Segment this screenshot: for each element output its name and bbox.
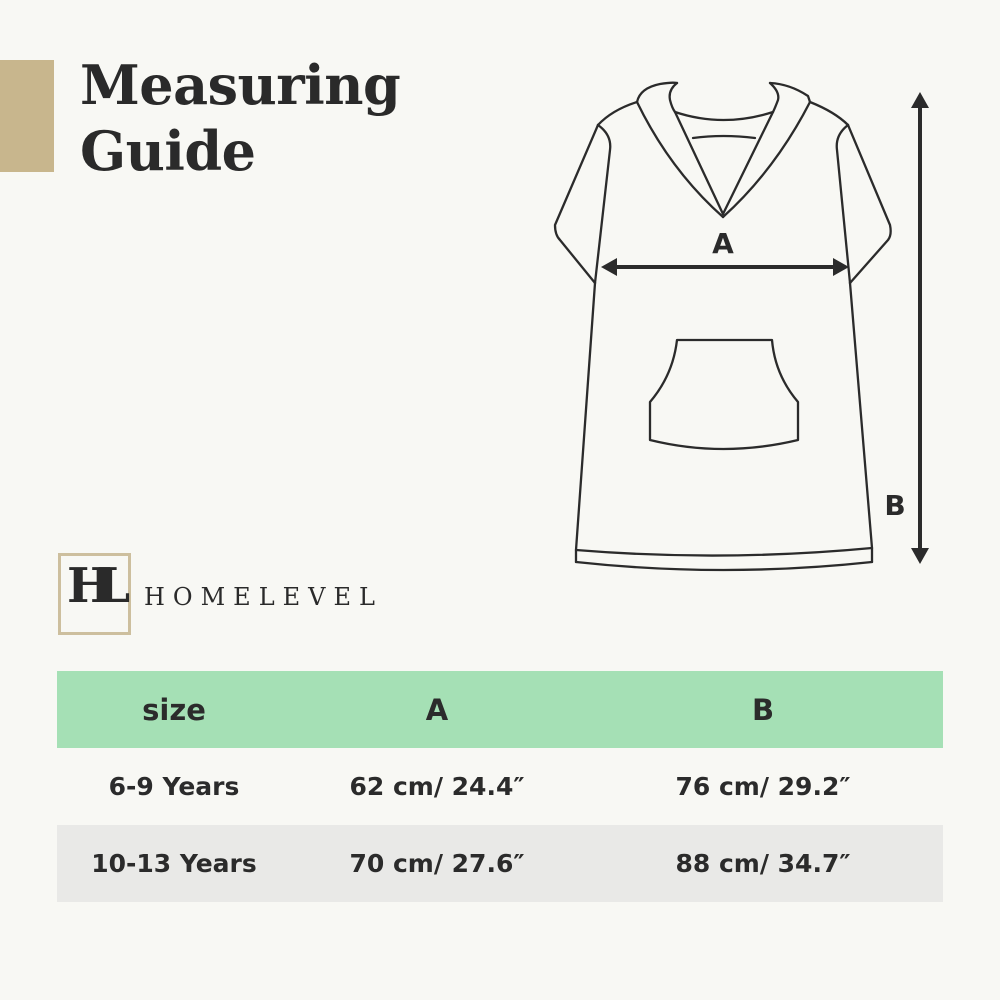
- cell-size: 10-13 Years: [57, 825, 291, 902]
- measure-arrow-b: [911, 92, 929, 564]
- header-a: A: [291, 671, 583, 748]
- cell-a: 62 cm/ 24.4″: [349, 772, 525, 801]
- cell-b: 76 cm/ 29.2″: [675, 772, 851, 801]
- accent-bar: [0, 60, 54, 172]
- cell-b: 88 cm/ 34.7″: [583, 825, 943, 902]
- label-a: A: [712, 227, 734, 260]
- table-header: size A B: [57, 671, 943, 748]
- hoodie-outline: [553, 81, 892, 572]
- brand-logo: HL: [58, 553, 131, 635]
- table-row: 6-9 Years 62 cm/ 24.4″ 76 cm/ 29.2″: [57, 748, 943, 825]
- header-size: size: [57, 671, 291, 748]
- label-b: B: [884, 489, 905, 522]
- cell-size: 6-9 Years: [108, 772, 240, 801]
- header-b: B: [583, 671, 943, 748]
- size-table: size A B 6-9 Years 62 cm/ 24.4″ 76 cm/ 2…: [57, 671, 943, 902]
- cell-a: 70 cm/ 27.6″: [291, 825, 583, 902]
- brand-name: HOMELEVEL: [144, 583, 383, 611]
- title-line-2: Guide: [80, 119, 256, 183]
- measure-arrow-a: [601, 258, 849, 276]
- logo-monogram: HL: [67, 558, 130, 614]
- title-line-1: Measuring: [80, 53, 401, 117]
- table-row: 10-13 Years 70 cm/ 27.6″ 88 cm/ 34.7″: [57, 825, 943, 902]
- page-title: Measuring Guide: [80, 52, 401, 184]
